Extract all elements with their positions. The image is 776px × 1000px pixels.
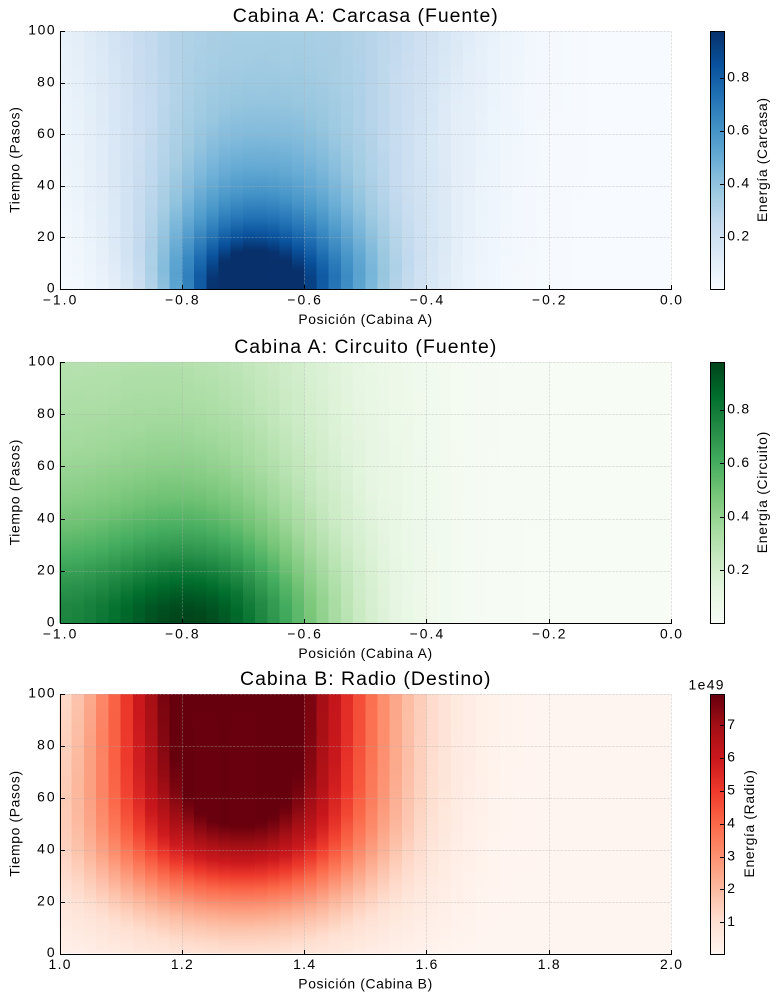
svg-text:0.4: 0.4 — [727, 508, 749, 524]
svg-text:−0.4: −0.4 — [410, 292, 444, 308]
svg-text:2.0: 2.0 — [660, 956, 682, 972]
svg-text:−0.4: −0.4 — [410, 626, 444, 642]
svg-text:Posición (Cabina B): Posición (Cabina B) — [298, 976, 432, 992]
svg-text:Energía (Circuito): Energía (Circuito) — [754, 432, 770, 554]
svg-text:0.0: 0.0 — [660, 292, 682, 308]
svg-text:1.6: 1.6 — [415, 956, 437, 972]
svg-text:0: 0 — [47, 280, 55, 296]
svg-text:Cabina A: Circuito (Fuente): Cabina A: Circuito (Fuente) — [234, 336, 496, 358]
svg-text:Tiempo (Pasos): Tiempo (Pasos) — [6, 440, 22, 546]
svg-text:0.0: 0.0 — [660, 626, 682, 642]
svg-text:5: 5 — [727, 782, 735, 798]
svg-text:40: 40 — [37, 176, 55, 192]
svg-text:0.8: 0.8 — [727, 401, 749, 417]
svg-text:3: 3 — [727, 847, 735, 863]
svg-text:Cabina B: Radio (Destino): Cabina B: Radio (Destino) — [240, 668, 491, 690]
svg-text:4: 4 — [727, 814, 735, 830]
svg-text:−0.8: −0.8 — [165, 292, 199, 308]
svg-text:2: 2 — [727, 880, 735, 896]
svg-text:20: 20 — [37, 228, 55, 244]
svg-text:1.4: 1.4 — [293, 956, 315, 972]
svg-text:0.2: 0.2 — [727, 561, 749, 577]
svg-text:0.2: 0.2 — [727, 228, 749, 244]
svg-text:Energía (Carcasa): Energía (Carcasa) — [754, 98, 770, 222]
svg-text:−0.6: −0.6 — [287, 292, 321, 308]
svg-text:Posición (Cabina A): Posición (Cabina A) — [298, 645, 432, 661]
svg-text:40: 40 — [37, 509, 55, 525]
svg-text:0.4: 0.4 — [727, 175, 749, 191]
svg-text:80: 80 — [37, 73, 55, 89]
svg-text:−0.8: −0.8 — [165, 626, 199, 642]
svg-text:1e49: 1e49 — [689, 677, 724, 693]
svg-text:Tiempo (Pasos): Tiempo (Pasos) — [6, 771, 22, 877]
svg-text:−0.6: −0.6 — [287, 626, 321, 642]
svg-text:Tiempo (Pasos): Tiempo (Pasos) — [6, 107, 22, 213]
svg-text:1.8: 1.8 — [538, 956, 560, 972]
svg-text:1.2: 1.2 — [171, 956, 193, 972]
svg-text:0.6: 0.6 — [727, 122, 749, 138]
svg-text:0.8: 0.8 — [727, 69, 749, 85]
svg-text:Posición (Cabina A): Posición (Cabina A) — [298, 311, 432, 327]
svg-text:0: 0 — [47, 614, 55, 630]
svg-text:Cabina A: Carcasa (Fuente): Cabina A: Carcasa (Fuente) — [233, 5, 498, 27]
svg-text:80: 80 — [37, 737, 55, 753]
svg-text:0: 0 — [47, 944, 55, 960]
svg-text:1: 1 — [727, 913, 735, 929]
svg-text:20: 20 — [37, 892, 55, 908]
svg-text:80: 80 — [37, 405, 55, 421]
svg-text:100: 100 — [28, 353, 55, 369]
svg-text:0.6: 0.6 — [727, 454, 749, 470]
svg-text:−0.2: −0.2 — [532, 626, 566, 642]
svg-text:60: 60 — [37, 457, 55, 473]
svg-text:60: 60 — [37, 788, 55, 804]
svg-text:40: 40 — [37, 840, 55, 856]
svg-text:Energía (Radio): Energía (Radio) — [741, 770, 757, 877]
svg-text:7: 7 — [727, 716, 735, 732]
svg-text:60: 60 — [37, 125, 55, 141]
svg-text:−0.2: −0.2 — [532, 292, 566, 308]
svg-text:1.0: 1.0 — [49, 956, 71, 972]
svg-text:100: 100 — [28, 22, 55, 38]
svg-text:6: 6 — [727, 749, 735, 765]
svg-text:20: 20 — [37, 561, 55, 577]
svg-text:100: 100 — [28, 685, 55, 701]
